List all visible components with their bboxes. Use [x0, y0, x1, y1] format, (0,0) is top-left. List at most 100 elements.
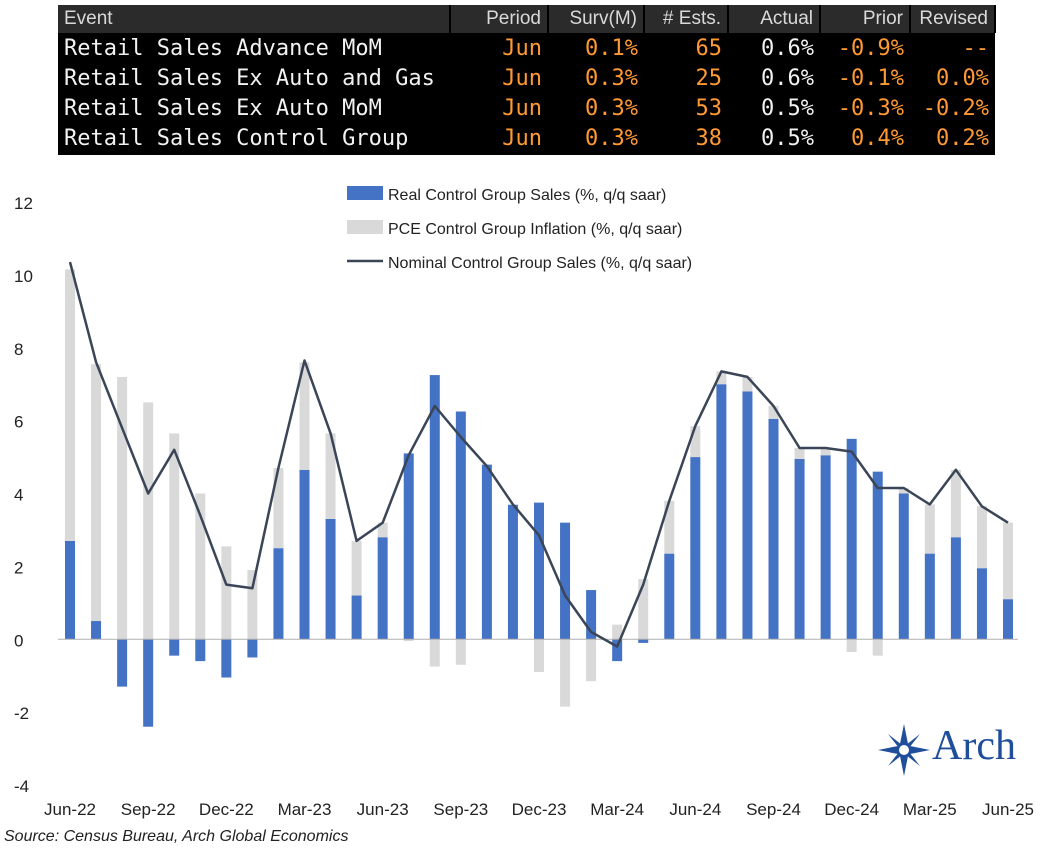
bar-real-sales: [534, 502, 544, 640]
bar-real-sales: [117, 639, 128, 687]
bar-real-sales: [872, 471, 883, 640]
actual-cell: 0.6%: [761, 35, 814, 61]
actual-cell: 0.6%: [761, 65, 814, 91]
legend-label: Real Control Group Sales (%, q/q saar): [388, 187, 666, 204]
bar-pce-inflation: [898, 488, 909, 494]
event-cell: Retail Sales Ex Auto and Gas: [64, 65, 435, 91]
bar-real-sales: [742, 391, 753, 640]
bar-pce-inflation: [586, 639, 597, 682]
bar-real-sales: [247, 639, 258, 658]
bar-real-sales: [1003, 599, 1013, 640]
table-row: Retail Sales Ex Auto and Gas Jun 0.3% 25…: [58, 63, 995, 93]
legend-swatch-pce: [347, 220, 383, 234]
bar-pce-inflation: [638, 579, 649, 640]
bar-real-sales: [820, 455, 831, 640]
event-cell: Retail Sales Control Group: [64, 125, 409, 151]
prior-cell: -0.3%: [837, 95, 904, 121]
bar-pce-inflation: [195, 493, 206, 640]
y-tick-label: 4: [14, 486, 23, 505]
prior-cell: -0.9%: [837, 35, 904, 61]
x-tick-label: Jun-23: [357, 800, 409, 819]
chart-bars: [65, 269, 1013, 727]
estimates-cell: 38: [695, 125, 723, 151]
bar-real-sales: [481, 464, 492, 640]
bar-real-sales: [299, 469, 310, 640]
bar-pce-inflation: [560, 639, 571, 707]
bar-pce-inflation: [716, 371, 727, 385]
bar-pce-inflation: [924, 504, 935, 554]
bar-pce-inflation: [976, 506, 987, 569]
header-prior: Prior: [820, 5, 911, 33]
estimates-cell: 25: [695, 65, 723, 91]
x-tick-label: Mar-25: [903, 800, 957, 819]
survey-cell: 0.3%: [585, 65, 638, 91]
x-tick-label: Dec-23: [512, 800, 567, 819]
table-row: Retail Sales Advance MoM Jun 0.1% 65 0.6…: [58, 33, 995, 63]
x-tick-label: Sep-23: [433, 800, 488, 819]
bar-real-sales: [768, 418, 779, 640]
x-tick-label: Sep-24: [746, 800, 801, 819]
header-actual: Actual: [728, 5, 821, 33]
bar-pce-inflation: [820, 447, 831, 456]
bar-pce-inflation: [690, 426, 701, 458]
y-axis: 12 10 8 6 4 2 0 -2 -4: [14, 194, 33, 796]
period-cell: Jun: [502, 65, 542, 91]
legend-label: Nominal Control Group Sales (%, q/q saar…: [388, 255, 692, 272]
chart-legend: Real Control Group Sales (%, q/q saar) PC…: [347, 186, 692, 272]
bar-pce-inflation: [91, 364, 102, 622]
legend-swatch-real: [347, 186, 383, 200]
y-tick-label: 2: [14, 558, 23, 577]
period-cell: Jun: [502, 35, 542, 61]
economic-release-table: Event Period Surv(M) # Ests. Actual Prio…: [58, 5, 996, 155]
bar-pce-inflation: [534, 639, 544, 673]
period-cell: Jun: [502, 95, 542, 121]
y-tick-label: 6: [14, 413, 23, 432]
bar-pce-inflation: [377, 522, 388, 538]
revised-cell: 0.0%: [936, 65, 989, 91]
bar-pce-inflation: [1003, 522, 1013, 600]
bar-real-sales: [976, 568, 987, 640]
x-tick-label: Jun-22: [44, 800, 96, 819]
y-tick-label: -4: [14, 777, 29, 796]
bar-pce-inflation: [247, 570, 258, 640]
series-line-nominal: [68, 261, 1009, 648]
bar-real-sales: [91, 621, 102, 640]
bar-real-sales: [846, 438, 857, 640]
bar-pce-inflation: [325, 433, 336, 520]
bar-real-sales: [403, 453, 414, 640]
actual-cell: 0.5%: [761, 95, 814, 121]
x-axis: Jun-22 Sep-22 Dec-22 Mar-23 Jun-23 Sep-23 Dec-…: [44, 800, 1034, 819]
bar-real-sales: [143, 639, 154, 727]
control-group-chart: Real Control Group Sales (%, q/q saar) PC…: [14, 186, 1034, 819]
bar-pce-inflation: [950, 469, 961, 538]
bar-pce-inflation: [143, 402, 154, 640]
bar-real-sales: [169, 639, 180, 656]
compass-star-icon: [878, 724, 930, 776]
revised-cell: --: [962, 35, 990, 61]
survey-cell: 0.3%: [585, 125, 638, 151]
bar-pce-inflation: [65, 269, 75, 541]
release-table: Event Period Surv(M) # Ests. Actual Prio…: [58, 5, 996, 153]
bar-real-sales: [455, 411, 466, 640]
prior-cell: -0.1%: [837, 65, 904, 91]
bar-pce-inflation: [846, 639, 857, 653]
bar-real-sales: [690, 457, 701, 640]
bar-real-sales: [898, 493, 909, 640]
revised-cell: 0.2%: [936, 125, 989, 151]
header-period: Period: [450, 5, 549, 33]
bar-real-sales: [950, 537, 961, 640]
survey-cell: 0.1%: [585, 35, 638, 61]
bar-pce-inflation: [742, 376, 753, 392]
header-estimates: # Ests.: [644, 5, 729, 33]
arch-logo: [876, 722, 932, 783]
revised-cell: -0.2%: [922, 95, 989, 121]
survey-cell: 0.3%: [585, 95, 638, 121]
legend-label: PCE Control Group Inflation (%, q/q saar…: [388, 221, 682, 238]
bar-pce-inflation: [169, 433, 180, 640]
x-tick-label: Sep-22: [121, 800, 176, 819]
bar-pce-inflation: [273, 467, 284, 549]
bar-real-sales: [65, 540, 75, 640]
y-tick-label: -2: [14, 704, 29, 723]
bar-pce-inflation: [299, 362, 310, 470]
x-tick-label: Mar-23: [278, 800, 332, 819]
